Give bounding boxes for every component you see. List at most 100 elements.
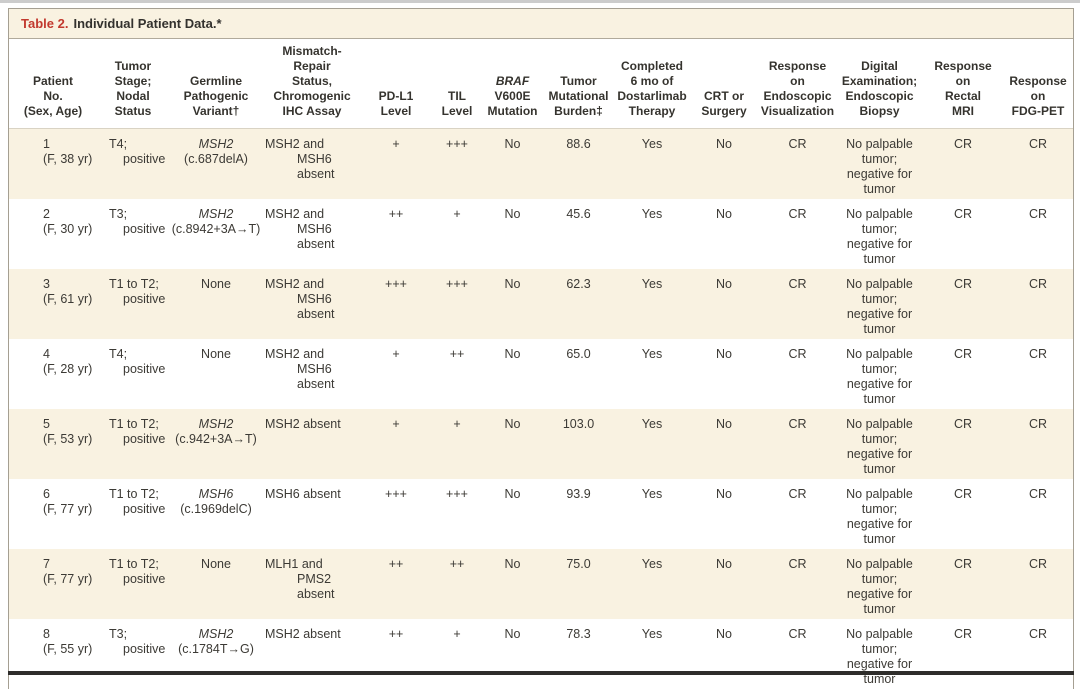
cell-patient: 4 (F, 28 yr): [9, 339, 97, 409]
cell-braf-mutation: No: [504, 626, 521, 641]
cell-fdg-pet-response: CR: [1028, 346, 1048, 361]
variant-gene: MSH2: [198, 137, 234, 151]
cell-mmr-status: MSH2 absent: [265, 626, 341, 641]
cell-digital-exam-biopsy: No palpable tumor; negative for tumor: [846, 137, 913, 196]
cell-braf-mutation: No: [504, 556, 521, 571]
variant-gene: MSH2: [198, 206, 234, 221]
variant-change: (c.1784T→G): [178, 641, 254, 656]
cell-rectal-mri-response: CR: [953, 137, 973, 151]
cell-stage: T4; positive: [109, 346, 166, 376]
cell-digital-exam-biopsy: No palpable tumor; negative for tumor: [846, 486, 913, 546]
cell-completed-therapy: Yes: [641, 206, 663, 221]
variant-gene: None: [201, 346, 231, 361]
cell-tumor-mutational-burden: 62.3: [566, 276, 591, 291]
cell-braf-mutation: No: [504, 276, 521, 291]
variant-change: (c.1969delC): [180, 501, 252, 516]
cell-endoscopic-response: CR: [788, 416, 807, 431]
cell-endoscopic-response: CR: [788, 276, 807, 291]
cell-variant: MSH2 (c.1784T→G): [169, 619, 263, 689]
col-header-mismatch-repair: Mismatch-Repair Status, Chromogenic IHC …: [263, 39, 361, 129]
cell-til-level: +++: [446, 137, 468, 151]
cell-rectal-mri-response: CR: [953, 206, 973, 221]
variant-change: (c.8942+3A→T): [171, 221, 261, 236]
cell-stage: T3; positive: [109, 206, 166, 236]
col-header-tumor-stage: Tumor Stage; Nodal Status: [97, 39, 169, 129]
cell-crt-or-surgery: No: [716, 206, 732, 221]
col-header-braf-mutation: BRAF V600E Mutation: [483, 39, 542, 129]
patient-sex-age: (F, 77 yr): [43, 501, 93, 516]
cell-variant: None: [169, 549, 263, 619]
cell-patient: 2 (F, 30 yr): [9, 199, 97, 269]
cell-fdg-pet-response: CR: [1028, 556, 1048, 571]
cell-stage: T1 to T2; positive: [109, 276, 166, 306]
cell-mmr-status: MLH1 and PMS2 absent: [265, 556, 335, 601]
cell-braf-mutation: No: [504, 416, 521, 431]
col-header-pdl1-level: PD-L1 Level: [361, 39, 431, 129]
cell-crt-or-surgery: No: [716, 346, 732, 361]
table-title-text: Individual Patient Data.*: [73, 16, 222, 31]
cell-til-level: +++: [446, 276, 468, 291]
cell-stage: T4; positive: [109, 137, 166, 166]
cell-rectal-mri-response: CR: [953, 486, 973, 501]
cell-fdg-pet-response: CR: [1028, 486, 1048, 501]
cell-variant: MSH6 (c.1969delC): [169, 479, 263, 549]
col-header-germline-variant: Germline Pathogenic Variant†: [169, 39, 263, 129]
col-header-digital-exam-biopsy: Digital Examination; Endoscopic Biopsy: [836, 39, 923, 129]
cell-braf-mutation: No: [504, 486, 521, 501]
cell-stage: T3; positive: [109, 626, 166, 656]
cell-rectal-mri-response: CR: [953, 276, 973, 291]
cell-rectal-mri-response: CR: [953, 626, 973, 641]
cell-tumor-mutational-burden: 103.0: [562, 416, 595, 431]
cell-til-level: ++: [449, 346, 465, 361]
cell-crt-or-surgery: No: [716, 276, 732, 291]
cell-rectal-mri-response: CR: [953, 346, 973, 361]
cell-pdl1-level: +: [392, 416, 400, 431]
cell-endoscopic-response: CR: [788, 137, 807, 151]
patient-sex-age: (F, 28 yr): [43, 361, 93, 376]
table-row-patient-6: 6 (F, 77 yr) T1 to T2; positive MSH6 (c.19…: [9, 479, 1073, 549]
table-row-patient-3: 3 (F, 61 yr) T1 to T2; positive None MSH2…: [9, 268, 1073, 339]
variant-gene: None: [201, 556, 231, 571]
cell-completed-therapy: Yes: [641, 556, 663, 571]
cell-pdl1-level: ++: [388, 626, 404, 641]
cell-mmr-status: MSH6 absent: [265, 486, 341, 501]
cell-fdg-pet-response: CR: [1028, 276, 1048, 291]
table-row-patient-5: 5 (F, 53 yr) T1 to T2; positive MSH2 (c.94…: [9, 408, 1073, 479]
cell-crt-or-surgery: No: [716, 137, 732, 151]
cell-til-level: +: [453, 416, 461, 431]
braf-gene-italic: BRAF: [495, 74, 530, 88]
cell-digital-exam-biopsy: No palpable tumor; negative for tumor: [846, 556, 913, 616]
table-number-label: Table 2.: [21, 16, 69, 31]
col-header-crt-or-surgery: CRT or Surgery: [689, 39, 759, 129]
cell-stage: T1 to T2; positive: [109, 486, 166, 516]
cell-til-level: +++: [446, 486, 468, 501]
patient-number: 3: [43, 276, 50, 291]
cell-crt-or-surgery: No: [716, 486, 732, 501]
cell-tumor-mutational-burden: 75.0: [566, 556, 591, 571]
cell-crt-or-surgery: No: [716, 416, 732, 431]
cell-digital-exam-biopsy: No palpable tumor; negative for tumor: [846, 346, 913, 406]
cell-completed-therapy: Yes: [641, 626, 663, 641]
cell-pdl1-level: +: [392, 346, 400, 361]
patient-number: 7: [43, 556, 50, 571]
cell-completed-therapy: Yes: [641, 346, 663, 361]
col-header-rectal-mri-response: Response on Rectal MRI: [923, 39, 1003, 129]
cell-braf-mutation: No: [504, 137, 521, 151]
cell-patient: 7 (F, 77 yr): [9, 549, 97, 619]
patient-sex-age: (F, 38 yr): [43, 152, 93, 166]
cell-mmr-status: MSH2 and MSH6 absent: [265, 346, 335, 391]
cell-pdl1-level: ++: [388, 206, 404, 221]
col-header-fdg-pet-response: Response on FDG-PET: [1003, 39, 1073, 129]
cell-fdg-pet-response: CR: [1028, 416, 1048, 431]
cell-pdl1-level: +: [392, 137, 400, 151]
cell-pdl1-level: +++: [385, 276, 407, 291]
cell-pdl1-level: ++: [388, 556, 404, 571]
table-row-patient-7: 7 (F, 77 yr) T1 to T2; positive None MLH1…: [9, 548, 1073, 619]
cell-endoscopic-response: CR: [788, 626, 807, 641]
variant-gene: MSH6: [198, 486, 234, 501]
cell-braf-mutation: No: [504, 206, 521, 221]
cell-completed-therapy: Yes: [641, 416, 663, 431]
col-header-tumor-mutational-burden: Tumor Mutational Burden‡: [542, 39, 615, 129]
patient-sex-age: (F, 55 yr): [43, 641, 93, 656]
cell-rectal-mri-response: CR: [953, 416, 973, 431]
